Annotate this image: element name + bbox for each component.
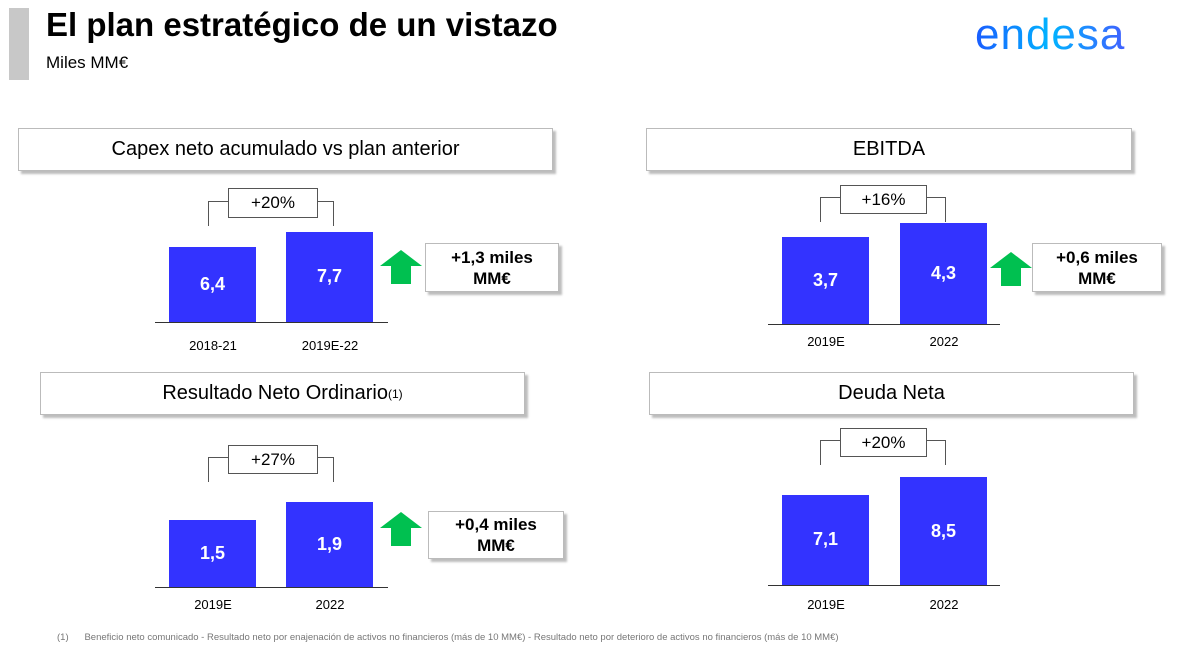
chart-title-box: Resultado Neto Ordinario (1) xyxy=(40,372,525,415)
category-label: 2019E xyxy=(807,597,845,612)
bar-2022: 4,3 xyxy=(900,222,987,324)
page-title: El plan estratégico de un vistazo xyxy=(46,6,558,43)
category-label: 2022 xyxy=(929,334,959,349)
footnote-marker: (1) xyxy=(57,632,69,643)
delta-unit: MM€ xyxy=(477,536,515,555)
chart-title: Capex neto acumulado vs plan anterior xyxy=(111,138,460,160)
x-axis-baseline xyxy=(155,587,388,588)
delta-callout: +1,3 miles MM€ xyxy=(425,243,559,292)
bar-2018-21: 6,4 xyxy=(169,247,256,322)
chart-title: Deuda Neta xyxy=(838,382,945,404)
change-percent-label: +20% xyxy=(228,188,318,218)
chart-title-box: Capex neto acumulado vs plan anterior xyxy=(18,128,553,171)
up-arrow-icon xyxy=(990,252,1032,286)
delta-callout: +0,6 miles MM€ xyxy=(1032,243,1162,292)
category-label: 2022 xyxy=(315,597,345,612)
delta-value: +0,4 miles xyxy=(455,515,537,534)
delta-callout: +0,4 miles MM€ xyxy=(428,511,564,559)
up-arrow-icon xyxy=(380,250,422,284)
delta-value: +1,3 miles xyxy=(451,247,533,267)
page-subtitle: Miles MM€ xyxy=(46,53,129,72)
bar-2019E-22: 7,7 xyxy=(286,231,373,322)
title-accent-bar xyxy=(9,8,29,80)
change-percent-label: +16% xyxy=(840,185,927,214)
x-axis-baseline xyxy=(155,322,388,323)
chart-title-footnote-ref: (1) xyxy=(388,386,403,401)
up-arrow-icon xyxy=(380,512,422,546)
x-axis-baseline xyxy=(768,585,1000,586)
delta-value: +0,6 miles xyxy=(1056,247,1138,267)
bar-2022: 8,5 xyxy=(900,477,987,585)
bar-2019E: 3,7 xyxy=(782,237,869,324)
delta-unit: MM€ xyxy=(473,268,511,288)
category-label: 2019E xyxy=(194,597,232,612)
change-percent-label: +27% xyxy=(228,445,318,474)
chart-title: EBITDA xyxy=(852,138,926,160)
category-label: 2022 xyxy=(929,597,959,612)
bar-2019E: 1,5 xyxy=(169,519,256,587)
endesa-logo: endesa xyxy=(975,10,1126,59)
x-axis-baseline xyxy=(768,324,1000,325)
bar-2022: 1,9 xyxy=(286,501,373,587)
category-label: 2019E xyxy=(807,334,845,349)
footnote-text: Beneficio neto comunicado - Resultado ne… xyxy=(84,632,839,643)
category-label: 2019E-22 xyxy=(301,338,359,353)
chart-title: Resultado Neto Ordinario xyxy=(162,382,388,404)
bar-2019E: 7,1 xyxy=(782,494,869,585)
footnote: (1) Beneficio neto comunicado - Resultad… xyxy=(57,632,839,643)
category-label: 2018-21 xyxy=(189,338,237,353)
change-percent-label: +20% xyxy=(840,428,927,457)
delta-unit: MM€ xyxy=(1078,268,1116,288)
chart-title-box: EBITDA xyxy=(646,128,1132,171)
chart-title-box: Deuda Neta xyxy=(649,372,1134,415)
